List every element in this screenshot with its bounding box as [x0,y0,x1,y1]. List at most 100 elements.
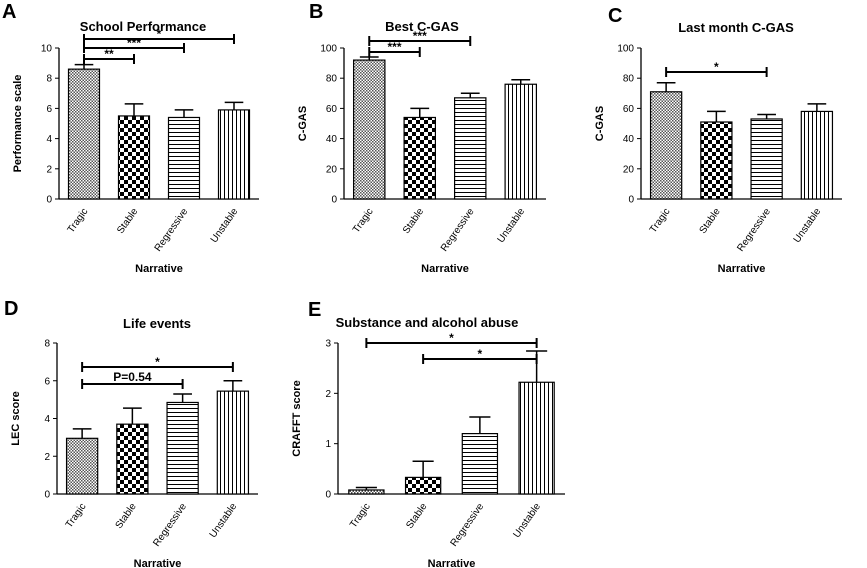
bar-tragic [67,68,101,200]
y-tick-label: 8 [44,339,50,350]
y-tick-label: 3 [325,339,331,350]
bar-stable [700,121,733,200]
y-tick-label: 0 [628,195,634,206]
x-tick-label: Stable [115,206,141,236]
x-tick-label: Regressive [151,501,189,549]
chart-title: Substance and alcohol abuse [336,315,519,330]
x-tick-label: Regressive [439,206,477,254]
x-axis-title: Narrative [134,558,182,568]
bar-stable [403,116,437,200]
x-tick-label: Unstable [208,501,240,540]
y-tick-label: 0 [325,490,331,501]
bar-regressive [453,97,487,200]
bar-stable [404,476,442,495]
significance-label: * [449,331,454,345]
bar-unstable [800,110,834,200]
y-tick-label: 4 [46,134,52,145]
y-axis-title: LEC score [10,391,22,445]
y-tick-label: 100 [320,44,337,55]
y-tick-label: 40 [326,134,338,145]
y-tick-label: 80 [623,74,635,85]
y-tick-label: 20 [326,164,338,175]
bar-tragic [352,59,386,200]
chart-title: Best C-GAS [385,19,459,34]
x-axis-title: Narrative [421,263,469,275]
bar-regressive [461,433,499,495]
panel-letter: E [308,299,321,321]
y-tick-label: 6 [44,376,50,387]
bar-unstable [216,390,250,495]
x-tick-label: Stable [114,501,140,531]
x-tick-label: Tragic [66,206,91,235]
x-tick-label: Tragic [64,501,89,530]
significance-label: * [157,27,162,41]
x-tick-label: Regressive [153,206,191,254]
panel-letter: B [309,1,323,23]
bar-unstable [518,381,555,495]
bar-stable [117,115,151,200]
y-tick-label: 2 [44,452,50,463]
significance-label: * [714,60,719,74]
y-tick-label: 2 [46,164,52,175]
y-tick-label: 2 [325,389,331,400]
significance-label: *** [413,29,427,43]
panel-c: C Last month C-GAS 0 20 40 60 80 100 C-GAS Tragic… [594,5,842,275]
y-tick-label: 100 [617,44,634,55]
y-tick-label: 80 [326,74,338,85]
bar-stable [116,423,149,495]
chart-title: Last month C-GAS [678,20,794,35]
y-axis-title: C-GAS [297,106,309,141]
significance-label: *** [387,40,401,54]
x-tick-label: Tragic [648,206,673,235]
bar-tragic [65,437,99,495]
y-axis-title: CRAFFT score [291,380,303,456]
x-tick-label: Unstable [496,206,528,245]
panel-d: D Life events 0 2 4 6 8 LEC score Tragic Stable Re… [4,298,258,568]
chart-title: School Performance [80,19,206,34]
y-tick-label: 20 [623,164,635,175]
y-tick-label: 4 [44,414,50,425]
significance-label: *** [127,36,141,50]
bar-regressive [167,116,201,200]
y-tick-label: 10 [41,44,53,55]
bar-regressive [166,401,199,495]
x-tick-label: Tragic [348,501,373,530]
panel-letter: C [608,5,622,27]
y-tick-label: 1 [325,439,331,450]
panel-letter: D [4,298,18,320]
y-axis-title: C-GAS [594,106,606,141]
significance-label: * [478,347,483,361]
x-tick-label: Unstable [511,501,543,540]
panel-b: B Best C-GAS 0 20 40 60 80 100 C-GAS Tragic Stable… [297,1,546,275]
chart-title: Life events [123,316,191,331]
x-tick-label: Stable [698,206,724,236]
x-axis-title: Narrative [135,263,183,275]
bar-regressive [750,118,783,200]
bar-unstable [217,109,251,200]
bar-tragic [348,489,385,495]
y-tick-label: 0 [46,195,52,206]
x-tick-label: Stable [401,206,427,236]
x-tick-label: Unstable [209,206,241,245]
y-tick-label: 0 [331,195,337,206]
significance-label: P=0.54 [113,370,152,384]
x-tick-label: Regressive [449,501,487,549]
y-tick-label: 60 [623,104,635,115]
panel-letter: A [2,1,16,23]
x-tick-label: Stable [404,501,430,531]
x-tick-label: Unstable [792,206,824,245]
bar-unstable [504,83,538,200]
y-axis-title: Performance scale [12,75,24,173]
y-tick-label: 6 [46,104,52,115]
x-axis-title: Narrative [428,558,476,568]
panel-e: E Substance and alcohol abuse 0 1 2 3 CRAFFT s… [291,299,565,568]
significance-label: ** [104,47,114,61]
bar-tragic [649,91,683,200]
x-axis-title: Narrative [718,263,766,275]
x-tick-label: Tragic [351,206,376,235]
panel-a: A School Performance 0 2 4 6 8 10 Performance sc… [2,1,259,275]
significance-label: * [155,355,160,369]
y-tick-label: 60 [326,104,338,115]
y-tick-label: 0 [44,490,50,501]
x-tick-label: Regressive [735,206,773,254]
